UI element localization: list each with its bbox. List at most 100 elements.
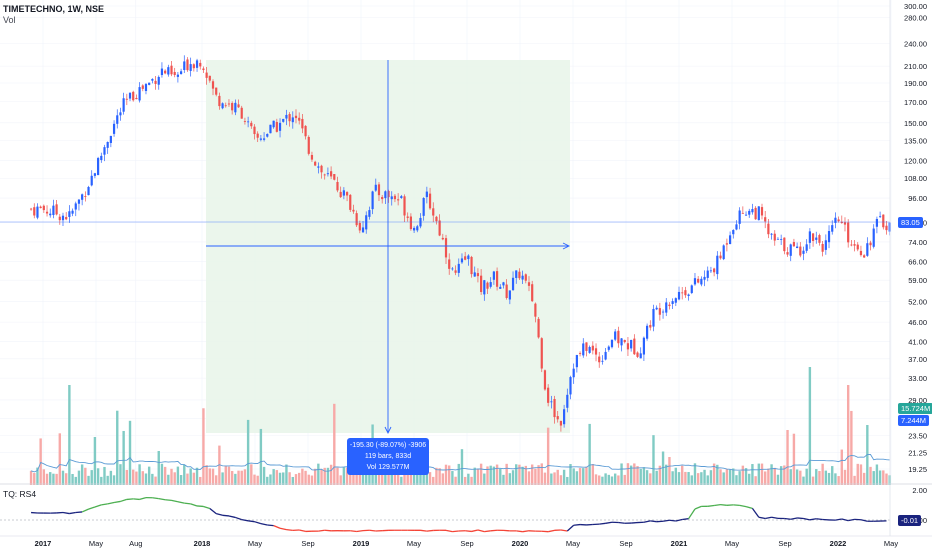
candle-body — [397, 199, 400, 201]
volume-bar — [71, 473, 74, 485]
candle-body — [81, 194, 84, 200]
volume-bar — [559, 475, 563, 485]
volume-bar — [240, 470, 243, 485]
candle-body — [176, 74, 179, 77]
candle-body — [780, 239, 783, 240]
rsi-segment — [758, 516, 766, 520]
volume-bar — [84, 467, 87, 485]
volume-bar — [869, 466, 872, 485]
price-tick-label: 120.00 — [904, 156, 927, 165]
candle-body — [875, 218, 879, 227]
volume-bar — [492, 466, 496, 485]
candle-body — [221, 103, 224, 109]
candle-body — [773, 233, 776, 241]
price-tick-label: 170.00 — [904, 98, 927, 107]
volume-bar — [189, 468, 192, 485]
candle-body — [307, 136, 310, 154]
price-tick-label: 240.00 — [904, 40, 927, 49]
rsi-segment — [790, 517, 798, 520]
candle-body — [764, 217, 767, 222]
candle-body — [42, 205, 45, 211]
candle-body — [467, 255, 470, 260]
volume-bar — [483, 473, 486, 485]
candle-body — [843, 222, 847, 225]
candle-body — [735, 224, 738, 230]
volume-bar — [243, 469, 247, 485]
volume-bar — [112, 475, 116, 485]
candle-body — [55, 204, 58, 215]
volume-bar — [684, 471, 687, 485]
volume-bar — [96, 468, 100, 485]
candle-body — [684, 290, 687, 296]
candle-body — [164, 70, 167, 74]
rsi-segment — [662, 519, 670, 522]
volume-bar — [859, 464, 863, 485]
volume-bar — [681, 465, 684, 485]
volume-bar — [58, 433, 62, 485]
candle-body — [109, 135, 112, 143]
time-axis[interactable]: 2017 May Aug 2018 May Sep 2019 May Sep 2020 May Sep… — [35, 539, 899, 548]
volume-bar — [275, 470, 279, 485]
candle-body — [476, 273, 480, 277]
time-tick-label: 2018 — [194, 539, 211, 548]
candle-body — [208, 75, 211, 81]
volume-bar — [626, 463, 630, 485]
candle-body — [495, 271, 499, 287]
volume-bar — [754, 476, 757, 485]
candle-body — [630, 339, 633, 349]
candle-body — [361, 227, 365, 233]
volume-bar — [521, 466, 524, 485]
candle-body — [537, 318, 540, 338]
volume-bar — [250, 464, 253, 485]
candle-body — [665, 302, 668, 313]
rsi-segment — [254, 521, 262, 525]
volume-bar — [527, 471, 531, 485]
candle-body — [167, 67, 170, 75]
volume-bar — [840, 449, 843, 485]
rsi-segment — [841, 518, 849, 522]
candle-body — [400, 196, 403, 198]
candle-body — [518, 271, 521, 279]
volume-bar — [700, 472, 703, 485]
time-tick-label: Sep — [778, 539, 791, 548]
volume-bar — [355, 468, 358, 485]
volume-bar — [163, 466, 167, 485]
time-tick-label: 2019 — [353, 539, 370, 548]
candle-body — [224, 105, 227, 107]
rsi-segment — [420, 529, 427, 532]
candle-body — [454, 270, 457, 273]
volume-bar — [591, 464, 595, 485]
volume-bar — [183, 464, 186, 485]
volume-bar — [827, 472, 831, 485]
volume-bar — [639, 468, 642, 485]
volume-bar — [617, 475, 620, 485]
volume-bar — [320, 469, 323, 485]
volume-bar — [815, 469, 818, 485]
candle-body — [585, 342, 588, 351]
candle-body — [859, 250, 863, 256]
candle-body — [441, 237, 444, 240]
time-tick-label: Sep — [301, 539, 314, 548]
volume-bar — [278, 472, 282, 485]
candle-body — [652, 308, 655, 327]
measure-change: -195.30 (-89.07%) -3906 — [349, 442, 427, 449]
candle-body — [511, 277, 515, 291]
price-axis[interactable]: 300.00 280.00 240.00 210.00 190.00 170.00 150.… — [904, 2, 927, 474]
volume-bar — [837, 476, 840, 485]
candle-body — [744, 214, 748, 216]
candle-body — [205, 72, 208, 78]
candle-body — [645, 325, 649, 339]
volume-bar — [706, 475, 709, 485]
rsi-segment — [88, 506, 96, 510]
volume-bar — [658, 465, 662, 485]
rsi-segment — [566, 524, 575, 532]
volume-bar — [652, 435, 655, 485]
volume-bar — [604, 473, 607, 485]
candle-body — [582, 343, 585, 356]
candle-body — [633, 338, 636, 355]
volume-bar — [259, 428, 263, 485]
candle-body — [144, 84, 148, 91]
volume-bar — [518, 464, 521, 485]
rsi-segment — [273, 525, 281, 529]
